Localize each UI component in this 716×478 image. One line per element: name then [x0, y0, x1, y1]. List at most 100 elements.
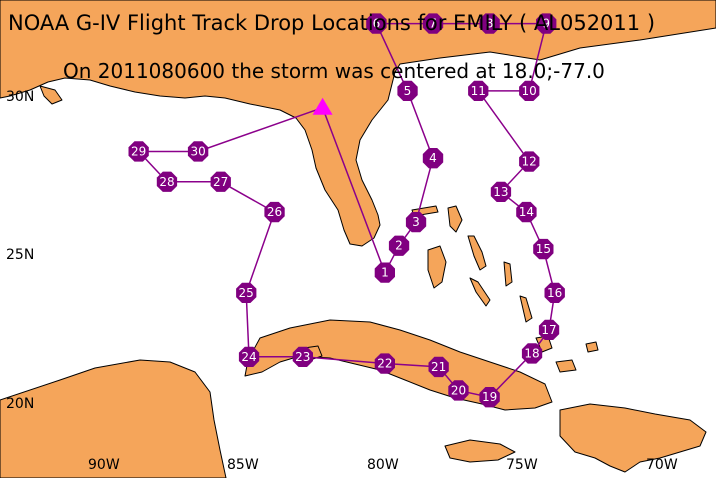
drop-octagon — [264, 201, 285, 223]
drop-number: 18 — [524, 347, 539, 361]
drop-marker-23: 23 — [292, 346, 313, 367]
drop-number: 5 — [404, 84, 412, 98]
lon-label-80w: 80W — [367, 457, 399, 473]
drop-number: 14 — [519, 205, 534, 219]
drop-octagon — [236, 282, 257, 303]
lat-label-20n: 20N — [6, 396, 34, 412]
drop-marker-16: 16 — [544, 282, 565, 303]
drop-marker-14: 14 — [516, 201, 537, 223]
drop-marker-29: 29 — [128, 141, 149, 162]
turks-caicos — [585, 341, 599, 353]
drop-octagon — [428, 356, 449, 378]
drop-number: 3 — [412, 215, 420, 229]
drop-octagon — [405, 212, 427, 233]
drop-octagon — [374, 353, 395, 374]
drop-octagon — [156, 171, 178, 192]
drop-marker-6: 6 — [366, 13, 387, 34]
lon-label-75w: 75W — [506, 457, 538, 473]
drop-number: 25 — [239, 286, 254, 300]
drop-octagon — [533, 238, 554, 260]
lon-label-90w: 90W — [88, 457, 120, 473]
drop-marker-12: 12 — [519, 151, 540, 172]
drop-octagon — [366, 13, 387, 34]
drop-octagon — [468, 80, 489, 101]
drop-marker-19: 19 — [479, 387, 500, 408]
drop-number: 7 — [429, 17, 437, 31]
drop-number: 24 — [241, 350, 256, 364]
drop-octagon — [422, 148, 444, 169]
drop-number: 13 — [493, 185, 508, 199]
drop-number: 26 — [267, 205, 282, 219]
drop-marker-17: 17 — [538, 319, 560, 340]
map-title: NOAA G-IV Flight Track Drop Locations fo… — [8, 11, 655, 35]
drop-number: 11 — [471, 84, 486, 98]
drop-number: 17 — [541, 323, 556, 337]
abaco — [447, 205, 463, 233]
drop-marker-4: 4 — [422, 148, 444, 169]
drop-octagon — [536, 13, 557, 34]
drop-marker-22: 22 — [374, 353, 395, 374]
drop-number: 28 — [159, 175, 174, 189]
drop-number: 10 — [522, 84, 537, 98]
lat-label-25n: 25N — [6, 247, 34, 263]
drop-marker-10: 10 — [519, 80, 540, 101]
jamaica — [444, 439, 516, 463]
drop-octagon — [519, 80, 540, 101]
long-island — [519, 295, 533, 323]
drop-number: 27 — [213, 175, 228, 189]
latitude-labels: 30N 25N 20N — [6, 89, 34, 412]
drop-marker-18: 18 — [521, 343, 543, 364]
drop-octagon — [519, 151, 540, 172]
map-subtitle: On 2011080600 the storm was centered at … — [63, 59, 605, 83]
drop-octagon — [238, 346, 260, 367]
drop-number: 30 — [190, 145, 205, 159]
drop-octagon — [479, 387, 500, 408]
drop-marker-7: 7 — [422, 13, 444, 34]
drop-marker-27: 27 — [210, 171, 231, 192]
drop-number: 12 — [522, 155, 537, 169]
track-line — [136, 22, 556, 399]
drop-octagon — [422, 13, 444, 34]
drop-marker-24: 24 — [238, 346, 260, 367]
exuma-cays — [469, 277, 491, 307]
drop-number: 15 — [536, 242, 551, 256]
drop-number: 21 — [431, 360, 446, 374]
yucatan-peninsula — [0, 359, 227, 478]
drop-octagon — [516, 201, 537, 223]
lat-label-30n: 30N — [6, 89, 34, 105]
drop-marker-25: 25 — [236, 282, 257, 303]
eleuthera — [467, 235, 487, 271]
drop-octagon — [187, 141, 209, 162]
drop-octagon — [388, 235, 410, 256]
drop-marker-3: 3 — [405, 212, 427, 233]
start-triangle-marker — [312, 97, 333, 115]
drop-marker-26: 26 — [264, 201, 285, 223]
drop-number: 19 — [482, 390, 497, 404]
drop-marker-15: 15 — [533, 238, 554, 260]
drop-octagon — [544, 282, 565, 303]
drop-octagon — [397, 80, 418, 101]
drop-number: 4 — [429, 151, 437, 165]
drop-number: 23 — [295, 350, 310, 364]
drop-marker-2: 2 — [388, 235, 410, 256]
drop-number: 8 — [486, 17, 494, 31]
drop-marker-8: 8 — [479, 13, 500, 34]
drop-number: 22 — [377, 357, 392, 371]
drop-octagon — [521, 343, 543, 364]
drop-number: 1 — [381, 266, 389, 280]
drop-octagon — [448, 380, 469, 401]
drop-marker-21: 21 — [428, 356, 449, 378]
drop-octagon — [210, 171, 231, 192]
drop-marker-9: 9 — [536, 13, 557, 34]
us-mainland — [0, 0, 716, 247]
cat-island — [503, 261, 513, 287]
lon-label-85w: 85W — [227, 457, 259, 473]
drop-octagon — [128, 141, 149, 162]
inagua — [555, 359, 577, 373]
hispaniola — [559, 403, 707, 473]
drop-marker-1: 1 — [374, 262, 395, 283]
drop-marker-5: 5 — [397, 80, 418, 101]
drop-octagon — [292, 346, 313, 367]
drop-number: 2 — [395, 239, 403, 253]
